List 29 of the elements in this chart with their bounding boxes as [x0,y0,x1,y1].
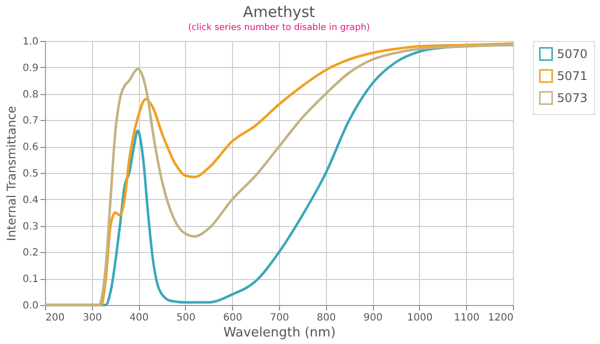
x-tick-label: 600 [223,312,242,324]
y-tick-label: 0.0 [22,300,38,312]
y-tick-label: 1.0 [22,36,38,48]
legend-label: 5073 [557,91,588,105]
chart-title: Amethyst [242,3,316,21]
x-tick-label: 400 [130,312,149,324]
x-tick-label: 900 [364,312,383,324]
y-axis-title: Internal Transmittance [4,106,19,242]
y-tick-label: 0.4 [22,194,38,206]
x-tick-label: 300 [82,312,102,324]
legend-label: 5070 [557,47,588,61]
x-tick-label: 1000 [407,312,433,324]
x-axis-title: Wavelength (nm) [223,326,336,340]
y-tick-label: 0.5 [22,168,38,180]
y-tick-label: 0.6 [22,142,38,154]
chart-subtitle: (click series number to disable in graph) [188,23,370,33]
x-tick-label: 1200 [488,312,514,324]
x-tick-label: 700 [270,312,290,324]
x-tick-label: 800 [316,312,336,324]
x-tick-label: 1100 [454,312,480,324]
x-tick-label: 500 [176,312,196,324]
x-tick-label: 200 [46,312,65,324]
y-tick-label: 0.9 [22,62,38,74]
y-tick-label: 0.1 [22,274,38,286]
y-tick-label: 0.7 [22,116,38,127]
y-tick-label: 0.3 [22,221,38,232]
y-tick-label: 0.8 [22,89,38,100]
legend-label: 5071 [557,69,588,83]
y-tick-label: 0.2 [22,248,38,259]
